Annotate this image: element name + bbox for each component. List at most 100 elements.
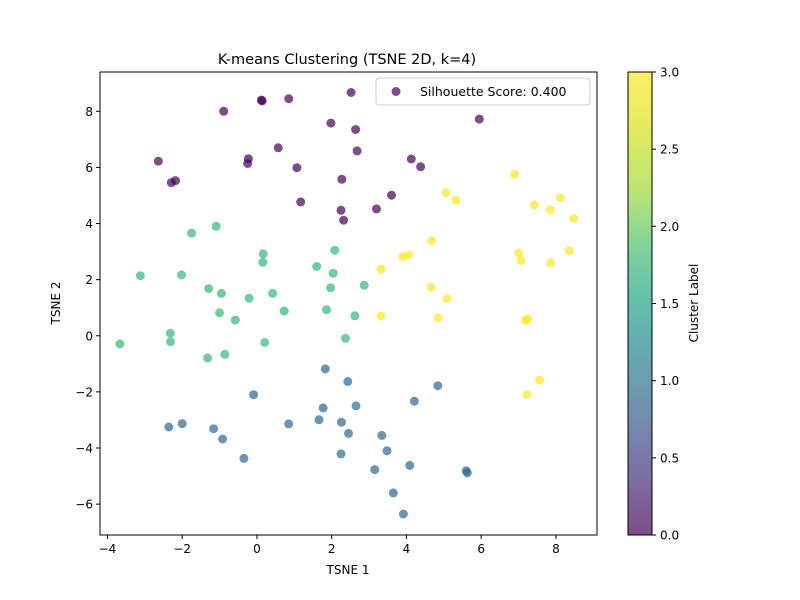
data-point bbox=[510, 169, 520, 179]
chart-title: K-means Clustering (TSNE 2D, k=4) bbox=[218, 52, 476, 68]
data-point bbox=[258, 249, 268, 259]
y-tick-label: −4 bbox=[75, 442, 93, 456]
y-axis-label: TSNE 2 bbox=[49, 282, 63, 326]
data-point bbox=[164, 422, 174, 432]
data-point bbox=[330, 245, 340, 255]
data-point bbox=[260, 338, 270, 347]
data-point bbox=[442, 294, 452, 304]
data-point bbox=[343, 377, 353, 386]
data-point bbox=[398, 509, 408, 519]
data-point bbox=[376, 264, 386, 274]
legend-box bbox=[375, 77, 591, 106]
data-point bbox=[230, 315, 240, 325]
data-point bbox=[211, 221, 221, 231]
data-point bbox=[351, 125, 361, 134]
data-point bbox=[523, 314, 532, 324]
data-point bbox=[382, 446, 392, 456]
legend-label: Silhouette Score: 0.400 bbox=[420, 84, 567, 99]
data-point bbox=[312, 262, 322, 271]
data-point bbox=[268, 288, 278, 298]
data-point bbox=[177, 270, 186, 280]
y-tick-label: 4 bbox=[85, 217, 93, 231]
x-tick-label: 2 bbox=[328, 542, 336, 556]
data-point bbox=[522, 390, 532, 400]
data-point bbox=[318, 403, 328, 413]
data-point bbox=[339, 215, 349, 225]
data-point bbox=[405, 460, 415, 470]
data-point bbox=[322, 305, 331, 315]
x-tick-label: −4 bbox=[99, 542, 117, 556]
data-point bbox=[296, 197, 306, 207]
data-point bbox=[203, 353, 213, 363]
data-point bbox=[279, 306, 289, 316]
data-point bbox=[219, 106, 229, 116]
colorbar-ticks: 0.0 0.5 1.0 1.5 2.0 2.5 3.0 bbox=[652, 66, 679, 543]
data-point bbox=[346, 88, 356, 97]
data-point bbox=[370, 465, 380, 475]
data-point bbox=[372, 204, 381, 214]
data-point bbox=[209, 424, 219, 434]
y-tick-label: 6 bbox=[85, 161, 93, 175]
data-point bbox=[239, 453, 249, 463]
data-point bbox=[404, 250, 414, 260]
data-point bbox=[341, 333, 350, 343]
data-point bbox=[555, 193, 565, 203]
colorbar-tick-label: 2.0 bbox=[660, 220, 679, 234]
colorbar-tick-label: 0.0 bbox=[660, 529, 679, 543]
data-point bbox=[350, 311, 360, 321]
y-tick-label: −6 bbox=[75, 498, 93, 512]
data-point bbox=[243, 154, 253, 164]
data-point bbox=[352, 146, 362, 156]
data-point bbox=[204, 284, 214, 294]
data-point bbox=[535, 375, 544, 385]
data-point bbox=[284, 419, 294, 429]
data-point bbox=[564, 246, 574, 256]
y-tick-label: 2 bbox=[85, 273, 93, 287]
y-tick-label: −2 bbox=[75, 385, 93, 399]
data-point bbox=[215, 308, 225, 318]
data-point bbox=[166, 337, 176, 347]
x-tick-label: 6 bbox=[477, 542, 485, 556]
data-point bbox=[462, 468, 472, 478]
data-point bbox=[273, 143, 283, 153]
data-point bbox=[426, 282, 436, 292]
data-point bbox=[337, 174, 347, 184]
data-point bbox=[514, 248, 523, 258]
data-point bbox=[328, 268, 338, 278]
scatter-points bbox=[115, 88, 579, 519]
data-point bbox=[218, 434, 228, 444]
colorbar: 0.0 0.5 1.0 1.5 2.0 2.5 3.0 Cluster Label bbox=[627, 66, 701, 543]
data-point bbox=[474, 114, 484, 124]
data-point bbox=[244, 293, 254, 303]
data-point bbox=[249, 390, 259, 400]
x-axis-label: TSNE 1 bbox=[326, 563, 370, 577]
data-point bbox=[320, 364, 330, 374]
data-point bbox=[388, 488, 398, 498]
data-point bbox=[258, 257, 268, 267]
data-point bbox=[326, 283, 336, 293]
data-point bbox=[256, 95, 266, 105]
x-tick-label: 4 bbox=[403, 542, 411, 556]
data-point bbox=[545, 205, 555, 215]
data-point bbox=[351, 401, 361, 411]
colorbar-label: Cluster Label bbox=[687, 264, 701, 343]
data-point bbox=[569, 214, 579, 223]
legend-marker bbox=[391, 87, 401, 96]
y-tick-label: 0 bbox=[85, 329, 93, 343]
data-point bbox=[153, 156, 163, 166]
data-point bbox=[359, 280, 369, 290]
data-point bbox=[427, 236, 436, 246]
data-point bbox=[377, 430, 387, 440]
data-point bbox=[516, 256, 526, 266]
colorbar-gradient bbox=[627, 71, 653, 536]
data-point bbox=[165, 328, 175, 338]
data-point bbox=[376, 311, 386, 321]
data-point bbox=[284, 94, 294, 104]
colorbar-tick-label: 1.5 bbox=[660, 297, 679, 311]
y-axis-ticks: −6 −4 −2 0 2 4 6 8 bbox=[75, 105, 100, 512]
legend: Silhouette Score: 0.400 bbox=[375, 77, 591, 106]
x-tick-label: 0 bbox=[253, 542, 261, 556]
data-point bbox=[220, 349, 230, 359]
data-point bbox=[177, 419, 187, 429]
data-point bbox=[314, 415, 324, 425]
